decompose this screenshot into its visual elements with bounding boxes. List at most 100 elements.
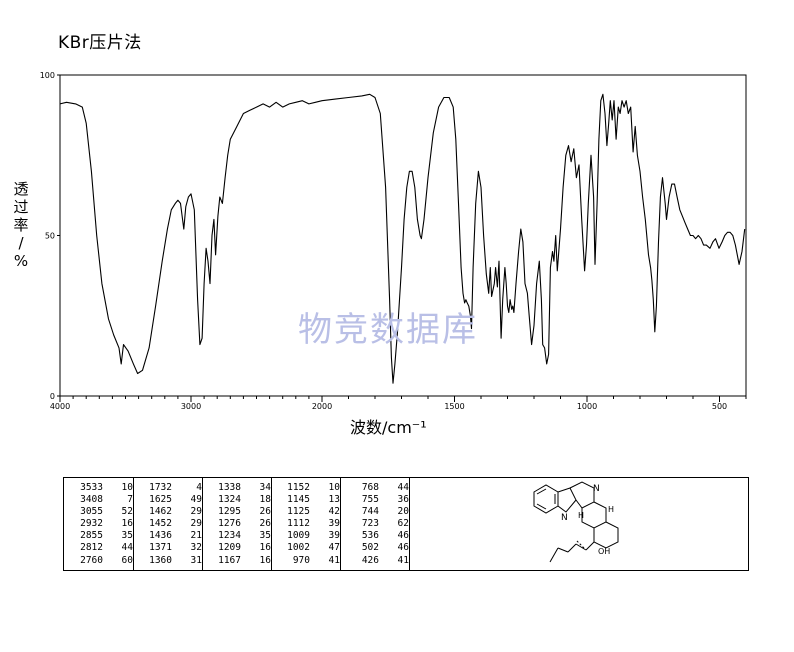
- peak-row: 1324 18: [205, 494, 271, 506]
- peak-transmittance: 26: [259, 506, 271, 518]
- peak-row: 1295 26: [205, 506, 271, 518]
- peak-row: 3408 7: [67, 494, 133, 506]
- peak-transmittance: 62: [397, 518, 409, 530]
- peak-wavenumber: 536: [361, 530, 379, 542]
- y-axis-label-char: 率: [13, 216, 29, 234]
- y-axis-label-char: 过: [13, 198, 29, 216]
- peak-transmittance: 34: [259, 482, 271, 493]
- peak-row: 1112 39: [274, 518, 340, 530]
- peak-transmittance: 18: [259, 494, 271, 506]
- y-axis-label-char: /: [18, 234, 24, 252]
- page-title: KBr压片法: [58, 33, 142, 53]
- spectrum-series-line: [59, 93, 746, 384]
- structure-label-n: N: [593, 484, 600, 494]
- peak-row: 970 41: [274, 555, 340, 567]
- peak-row: 3055 52: [67, 506, 133, 518]
- peak-wavenumber: 755: [361, 494, 379, 506]
- peak-transmittance: 26: [259, 518, 271, 530]
- peak-wavenumber: 1234: [218, 530, 241, 542]
- peak-wavenumber: 744: [361, 506, 379, 518]
- peak-transmittance: 29: [190, 518, 202, 530]
- peak-row: 426 41: [343, 555, 409, 567]
- peak-row: 2812 44: [67, 542, 133, 554]
- peak-transmittance: 13: [328, 494, 340, 506]
- axis-ticks: [57, 74, 747, 402]
- x-tick-label: 4000: [50, 402, 70, 411]
- peak-transmittance: 16: [259, 542, 271, 554]
- peak-transmittance: 10: [328, 482, 340, 493]
- peak-transmittance: 20: [397, 506, 409, 518]
- peak-wavenumber: 2855: [80, 530, 103, 542]
- table-column-divider: [340, 478, 341, 570]
- peak-wavenumber: 1167: [218, 554, 241, 566]
- table-column-divider: [202, 478, 203, 570]
- peak-transmittance: 39: [328, 518, 340, 530]
- peak-row: 1436 21: [136, 530, 202, 542]
- peak-row: 1462 29: [136, 506, 202, 518]
- peak-wavenumber: 723: [361, 518, 379, 530]
- peak-transmittance: 35: [259, 530, 271, 542]
- peak-column: 3533 10 3408 7 3055 52 2932 16 2855 35 2812 44 2760 6…: [67, 482, 133, 567]
- peak-table: 3533 10 3408 7 3055 52 2932 16 2855 35 2812 44 2760 6…: [63, 477, 749, 571]
- peak-wavenumber: 1152: [287, 482, 310, 493]
- peak-transmittance: 31: [190, 554, 202, 566]
- peak-wavenumber: 1371: [149, 542, 172, 554]
- peak-column: 1152 10 1145 13 1125 42 1112 39 1009 39 1002 47 970 4…: [274, 482, 340, 567]
- peak-row: 1167 16: [205, 555, 271, 567]
- x-tick-label: 2000: [312, 402, 332, 411]
- y-tick-label: 0: [50, 392, 55, 401]
- peak-wavenumber: 3408: [80, 494, 103, 506]
- peak-transmittance: 7: [127, 494, 133, 506]
- peak-row: 755 36: [343, 494, 409, 506]
- table-column-divider: [271, 478, 272, 570]
- peak-row: 723 62: [343, 518, 409, 530]
- peak-transmittance: 39: [328, 530, 340, 542]
- peak-transmittance: 36: [397, 494, 409, 506]
- x-tick-label: 500: [712, 402, 727, 411]
- peak-wavenumber: 1462: [149, 506, 172, 518]
- peak-wavenumber: 1338: [218, 482, 241, 493]
- y-axis-label-char: %: [13, 252, 29, 270]
- peak-wavenumber: 1209: [218, 542, 241, 554]
- peak-wavenumber: 502: [361, 542, 379, 554]
- structure-label-h2: H: [608, 505, 614, 514]
- ir-spectrum-chart: 4000 3000 2000 1500 1000 500 0 50 100: [40, 71, 747, 411]
- peak-row: 2855 35: [67, 530, 133, 542]
- peak-transmittance: 44: [121, 542, 133, 554]
- peak-transmittance: 52: [121, 506, 133, 518]
- peak-row: 1125 42: [274, 506, 340, 518]
- peak-row: 744 20: [343, 506, 409, 518]
- peak-wavenumber: 768: [361, 482, 379, 493]
- peak-wavenumber: 426: [361, 554, 379, 566]
- peak-row: 1371 32: [136, 542, 202, 554]
- peak-row: 1360 31: [136, 555, 202, 567]
- peak-row: 1234 35: [205, 530, 271, 542]
- peak-transmittance: 32: [190, 542, 202, 554]
- peak-column: 1732 4 1625 49 1462 29 1452 29 1436 21 1371 32 1360 3…: [136, 482, 202, 567]
- peak-wavenumber: 1009: [287, 530, 310, 542]
- peak-row: 768 44: [343, 482, 409, 494]
- peak-wavenumber: 2812: [80, 542, 103, 554]
- peak-transmittance: 41: [397, 554, 409, 566]
- tick-labels: 4000 3000 2000 1500 1000 500 0 50 100: [40, 71, 727, 411]
- peak-transmittance: 46: [397, 530, 409, 542]
- peak-wavenumber: 3533: [80, 482, 103, 493]
- peak-wavenumber: 1002: [287, 542, 310, 554]
- peak-row: 1452 29: [136, 518, 202, 530]
- molecule-structure-image: N H N H OH: [533, 481, 619, 563]
- peak-transmittance: 44: [397, 482, 409, 493]
- y-axis-label-char: 透: [13, 180, 29, 198]
- peak-wavenumber: 1125: [287, 506, 310, 518]
- peak-transmittance: 16: [121, 518, 133, 530]
- peak-wavenumber: 3055: [80, 506, 103, 518]
- structure-label-h: H: [578, 511, 584, 520]
- peak-wavenumber: 1145: [287, 494, 310, 506]
- peak-row: 2760 60: [67, 555, 133, 567]
- peak-wavenumber: 1276: [218, 518, 241, 530]
- peak-column: 1338 34 1324 18 1295 26 1276 26 1234 35 1209 16 1167…: [205, 482, 271, 567]
- peak-wavenumber: 1732: [149, 482, 172, 493]
- peak-transmittance: 41: [328, 554, 340, 566]
- peak-transmittance: 42: [328, 506, 340, 518]
- peak-wavenumber: 1295: [218, 506, 241, 518]
- peak-wavenumber: 2760: [80, 554, 103, 566]
